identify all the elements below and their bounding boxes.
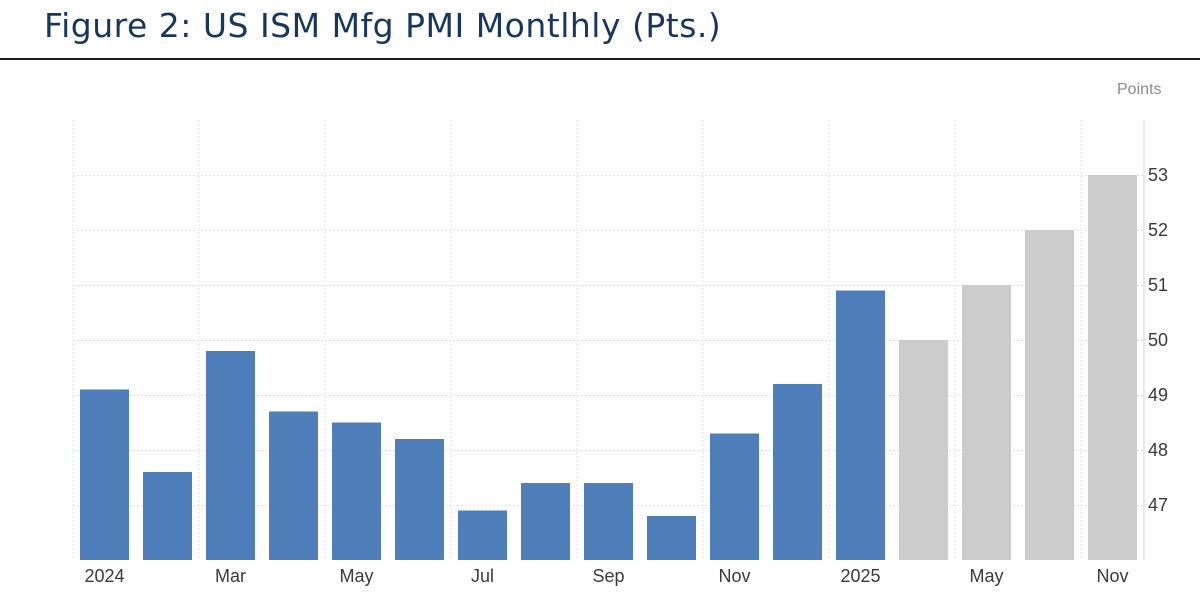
y-tick-label: 53 (1148, 165, 1168, 185)
figure-title: Figure 2: US ISM Mfg PMI Montlhly (Pts.) (44, 6, 722, 45)
actual-bar: 49.8 (206, 351, 255, 560)
x-tick-label: 2024 (84, 566, 124, 586)
y-tick-label: 51 (1148, 275, 1168, 295)
x-tick-label: Nov (1096, 566, 1128, 586)
actual-bar: 48.3 (710, 433, 759, 560)
x-tick-label: Jul (471, 566, 494, 586)
x-tick-label: Mar (215, 566, 246, 586)
x-tick-label: 2025 (840, 566, 880, 586)
y-axis-ticks: 47 48 49 50 51 52 53 (1148, 165, 1168, 515)
y-tick-label: 49 (1148, 385, 1168, 405)
bars: 49.1 47.6 49.8 48.7 48.5 48.2 46.9 47.4 47.4 46.8… (80, 175, 1137, 560)
actual-bar: 46.9 (458, 510, 507, 560)
actual-bar: 48.2 (395, 439, 444, 560)
actual-bar: 47.4 (584, 483, 633, 560)
x-tick-label: May (339, 566, 373, 586)
forecast-bar: 53 (1088, 175, 1137, 560)
y-tick-label: 48 (1148, 440, 1168, 460)
x-axis-ticks: 2024 Mar May Jul Sep Nov 2025 May Nov (84, 566, 1128, 586)
actual-bar: 48.7 (269, 411, 318, 560)
x-tick-label: Sep (592, 566, 624, 586)
x-tick-label: Nov (718, 566, 750, 586)
forecast-bar: 50 (899, 340, 948, 560)
title-divider (0, 58, 1200, 60)
actual-bar: 50.9 (836, 290, 885, 560)
y-tick-label: 50 (1148, 330, 1168, 350)
y-axis-unit-label: Points (1117, 81, 1162, 98)
actual-bar: 49.2 (773, 384, 822, 560)
actual-bar: 49.1 (80, 389, 129, 560)
forecast-bar: 51 (962, 285, 1011, 560)
actual-bar: 47.6 (143, 472, 192, 560)
actual-bar: 48.5 (332, 422, 381, 560)
y-tick-label: 52 (1148, 220, 1168, 240)
pmi-bar-chart: 49.1 47.6 49.8 48.7 48.5 48.2 46.9 47.4 47.4 46.8… (72, 120, 1168, 586)
forecast-bar: 52 (1025, 230, 1074, 560)
actual-bar: 46.8 (647, 516, 696, 560)
actual-bar: 47.4 (521, 483, 570, 560)
x-tick-label: May (969, 566, 1003, 586)
y-tick-label: 47 (1148, 495, 1168, 515)
